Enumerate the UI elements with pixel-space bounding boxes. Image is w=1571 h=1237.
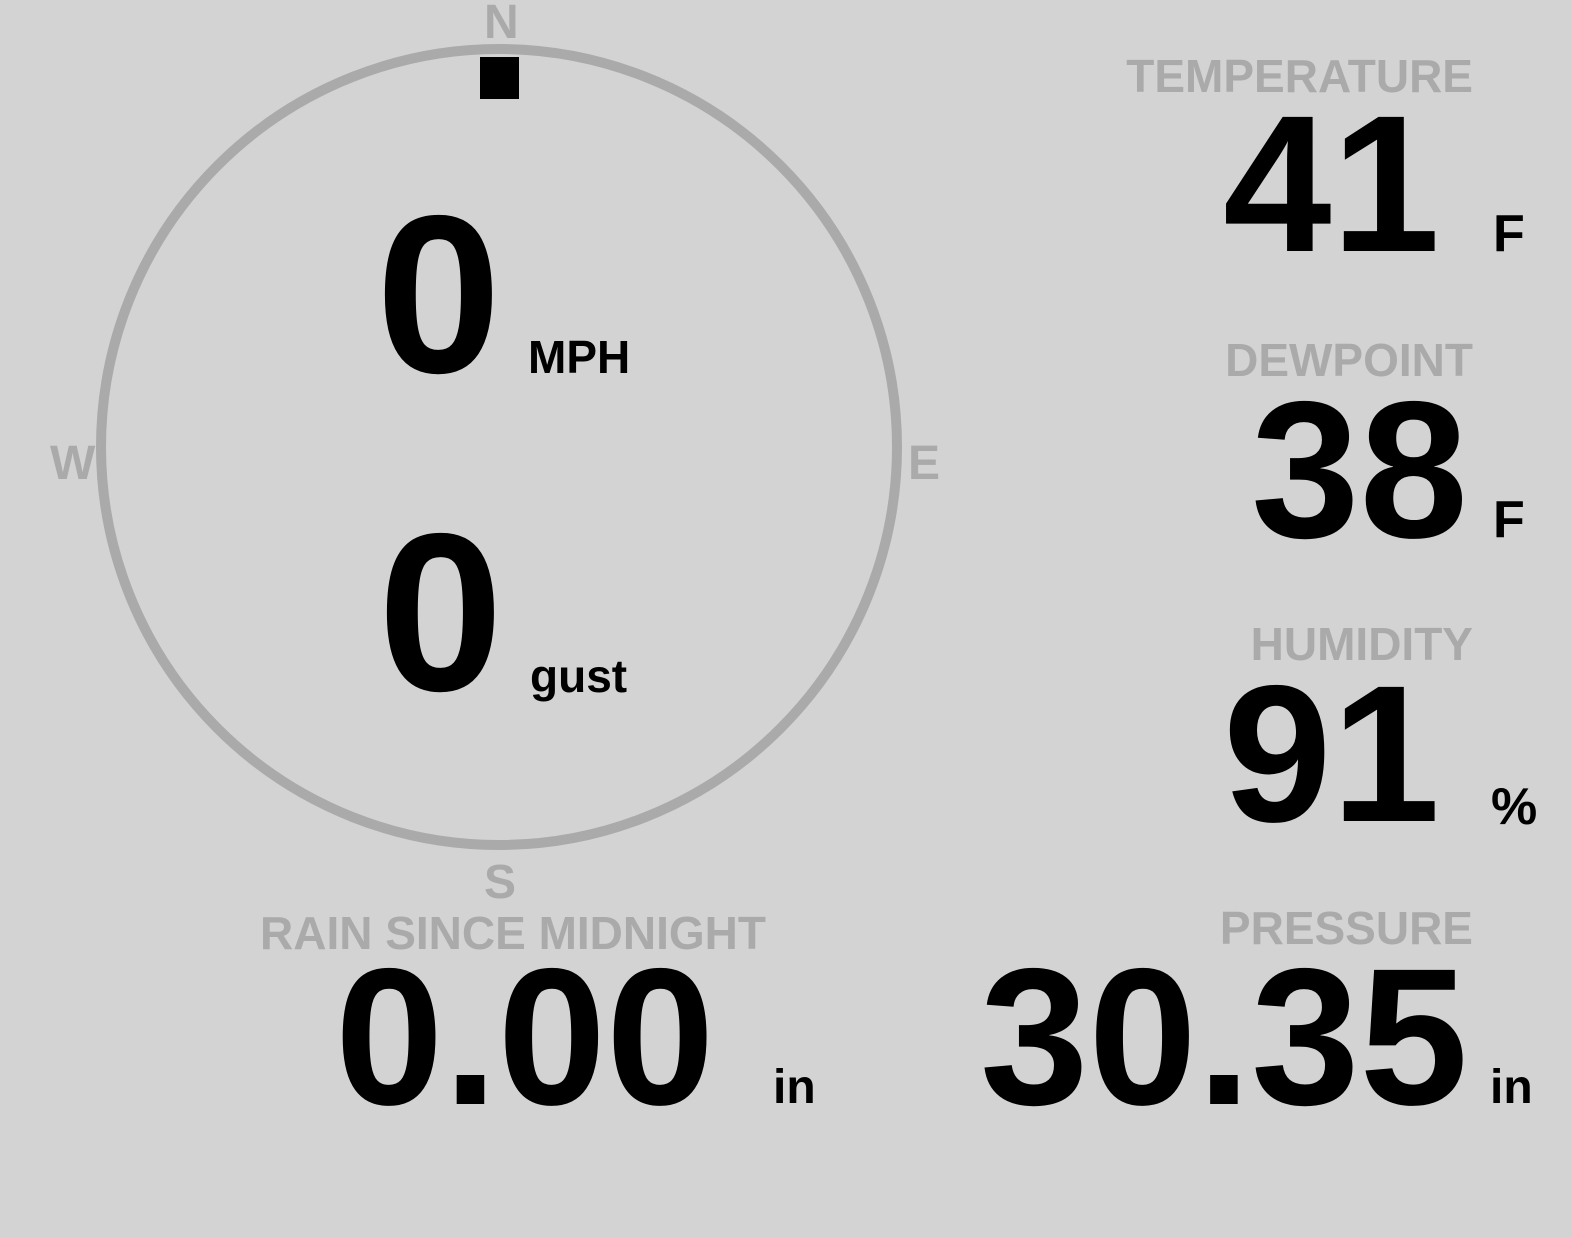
humidity-value: 91 [1223, 645, 1440, 863]
compass-north: N [484, 0, 519, 49]
pressure-label: PRESSURE [1219, 902, 1473, 954]
temperature-unit: F [1493, 205, 1525, 263]
wind-speed-unit: MPH [528, 331, 631, 383]
rain-unit: in [773, 1061, 816, 1114]
wind-direction-marker [480, 57, 519, 99]
temperature-value: 41 [1223, 75, 1440, 293]
wind-gust-label: gust [530, 650, 628, 702]
dewpoint-unit: F [1493, 491, 1525, 549]
pressure-unit: in [1490, 1061, 1533, 1114]
rain-label: RAIN SINCE MIDNIGHT [260, 907, 766, 959]
wind-compass-dial [96, 44, 902, 850]
pressure-value: 30.35 [980, 928, 1468, 1146]
wind-speed-value: 0 [376, 168, 502, 420]
temperature-label: TEMPERATURE [1126, 50, 1473, 102]
wind-gust-value: 0 [378, 486, 504, 738]
dewpoint-label: DEWPOINT [1225, 334, 1473, 386]
humidity-label: HUMIDITY [1250, 618, 1473, 670]
dewpoint-value: 38 [1251, 361, 1468, 579]
compass-east: E [908, 437, 941, 490]
rain-value: 0.00 [335, 928, 715, 1146]
compass-west: W [50, 437, 96, 490]
humidity-unit: % [1491, 778, 1538, 836]
compass-south: S [484, 856, 517, 909]
